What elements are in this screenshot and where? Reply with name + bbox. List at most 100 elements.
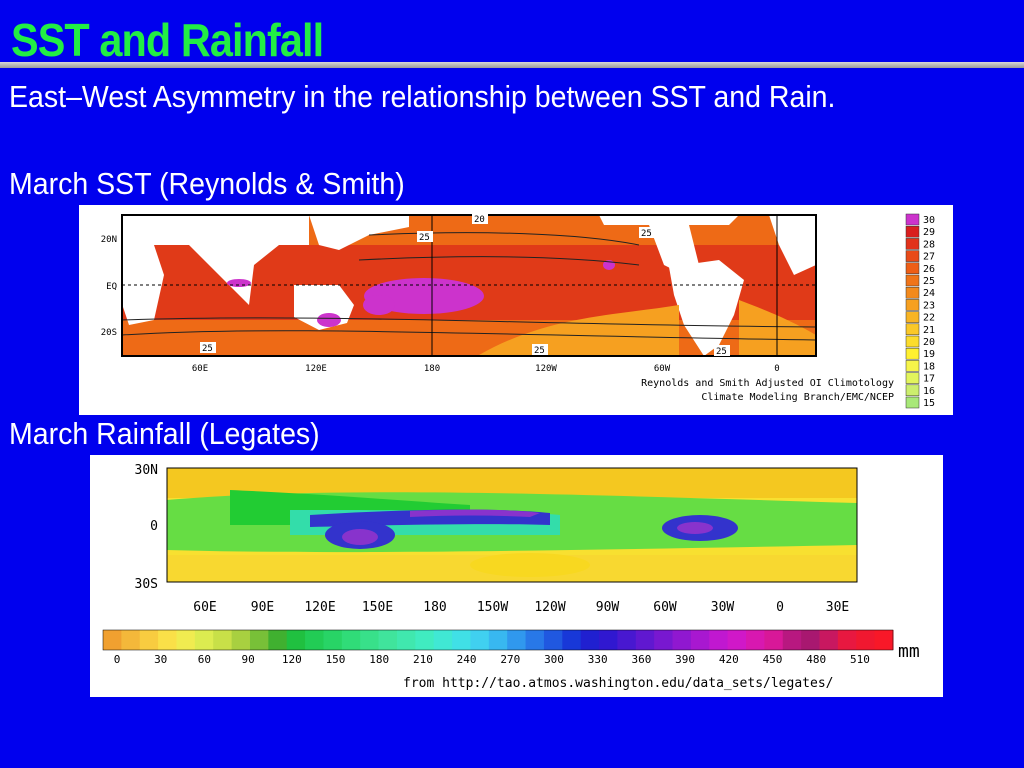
- rain-scale-swatch: [562, 630, 582, 650]
- sst-credit-1: Reynolds and Smith Adjusted OI Climotolo…: [641, 378, 894, 389]
- rain-dry-southeast-pacific: [470, 553, 590, 577]
- sst-legend-swatch: [905, 360, 920, 372]
- contour-label: 25: [716, 347, 727, 357]
- sst-lon-label: 120W: [535, 364, 557, 374]
- contour-label: 20: [474, 215, 485, 225]
- sst-legend-label: 21: [923, 325, 935, 336]
- contour-label: 25: [534, 346, 545, 356]
- rain-credit: from http://tao.atmos.washington.edu/dat…: [403, 676, 833, 691]
- rain-scale-label: 450: [763, 653, 783, 666]
- rain-scale-swatch: [103, 630, 122, 650]
- sst-lat-label: 20N: [101, 235, 117, 245]
- contour-label: 25: [202, 344, 213, 354]
- rain-scale-swatch: [782, 630, 802, 650]
- contour-line: [121, 330, 817, 341]
- rain-scale-swatch: [727, 630, 747, 650]
- sst-legend-label: 30: [923, 215, 935, 226]
- sst-legend-label: 29: [923, 227, 935, 238]
- china-land: [309, 215, 409, 250]
- rain-scale-swatch: [305, 630, 324, 650]
- rain-scale-swatch: [801, 630, 821, 650]
- rain-lon-label: 150E: [362, 600, 393, 615]
- rain-amazon-purple: [677, 522, 713, 534]
- sst-legend-swatch: [905, 299, 920, 311]
- rain-scale-label: 210: [413, 653, 433, 666]
- sst-lat-label: EQ: [106, 282, 117, 292]
- rain-scale-swatch: [378, 630, 398, 650]
- rain-scale-swatch: [819, 630, 839, 650]
- rain-scale-label: 60: [198, 653, 211, 666]
- sst-lat-label: 20S: [101, 328, 117, 338]
- sst-legend-label: 22: [923, 313, 935, 324]
- sst-lon-label: 0: [774, 364, 779, 374]
- rain-scale-swatch: [856, 630, 876, 650]
- contour-line: [121, 317, 817, 328]
- rain-lon-label: 90W: [596, 600, 620, 615]
- rain-scale-label: 390: [675, 653, 695, 666]
- rain-color-scale: [102, 629, 894, 651]
- rain-scale-label: 150: [326, 653, 346, 666]
- contour-label: 25: [419, 233, 430, 243]
- sst-legend-label: 19: [923, 349, 935, 360]
- rain-scale-swatch: [231, 630, 251, 650]
- rain-scale-label: 360: [631, 653, 651, 666]
- india-land: [169, 215, 309, 305]
- rain-scale-swatch: [507, 630, 527, 650]
- rain-map-frame: [166, 467, 858, 583]
- slide-title: SST and Rainfall: [11, 14, 324, 66]
- rain-lon-label: 30E: [826, 600, 849, 615]
- sst-legend-swatch: [905, 250, 920, 262]
- rain-itcz-purple: [410, 509, 540, 517]
- rain-scale-label: 30: [154, 653, 167, 666]
- rain-unit: mm: [898, 641, 920, 662]
- warm-pool-timor: [317, 313, 341, 327]
- rain-map: 30N 0 30S 60E 90E 120E 150E 180 150W 120W 90W 60…: [102, 463, 920, 691]
- rain-lat-label: 0: [150, 519, 158, 534]
- rain-lon-label: 120E: [304, 600, 335, 615]
- contour-label: 25: [641, 229, 652, 239]
- rain-scale-swatch: [396, 630, 416, 650]
- sst-lon-label: 120E: [305, 364, 327, 374]
- rain-scale-swatch: [635, 630, 655, 650]
- rain-map-panel: 30N 0 30S 60E 90E 120E 150E 180 150W 120W 90W 60…: [90, 455, 943, 697]
- sst-legend-label: 20: [923, 337, 935, 348]
- sst-lon-label: 180: [424, 364, 440, 374]
- rain-lon-axis: 60E 90E 120E 150E 180 150W 120W 90W 60W 30W 0 30E: [193, 600, 849, 615]
- rain-scale-swatch: [139, 630, 159, 650]
- rain-scale-swatch: [286, 630, 306, 650]
- rain-scale-swatch: [525, 630, 545, 650]
- rain-lon-label: 120W: [534, 600, 565, 615]
- rain-scale-swatch: [599, 630, 618, 650]
- rain-scale-swatch: [433, 630, 453, 650]
- rain-scale-label: 480: [806, 653, 826, 666]
- sst-map-panel: 20N EQ 20S 60E 120E 180 120W 60W 0 25 20…: [79, 205, 953, 415]
- contour-line: [358, 256, 640, 266]
- sst-legend-swatch: [905, 274, 920, 287]
- rain-spcz-purple: [342, 529, 378, 545]
- rain-scale-label: 300: [544, 653, 564, 666]
- rain-scale-swatch: [452, 630, 471, 650]
- title-divider: [0, 62, 1024, 68]
- rain-scale-swatch: [194, 630, 214, 650]
- rain-scale-frame: [102, 629, 894, 651]
- rain-scale-labels: 0 30 60 90 120 150 180 210 240 270 300 330 360 390 420…: [114, 653, 870, 666]
- sst-legend-swatch: [905, 372, 920, 384]
- rain-lon-label: 60W: [653, 600, 677, 615]
- rain-scale-label: 120: [282, 653, 302, 666]
- south-america-land: [669, 260, 744, 356]
- rain-scale-swatch: [249, 630, 269, 650]
- rain-scale-swatch: [874, 630, 894, 650]
- rain-scale-swatch: [746, 630, 765, 650]
- americas-north-land: [599, 215, 739, 275]
- rain-scale-swatch: [213, 630, 233, 650]
- sst-legend-label: 16: [923, 386, 935, 397]
- rain-scale-swatch: [580, 630, 600, 650]
- sst-legend-swatch: [905, 335, 920, 348]
- sst-legend-swatch: [905, 262, 920, 275]
- rain-heading: March Rainfall (Legates): [9, 416, 320, 451]
- rain-scale-swatch: [415, 630, 435, 650]
- africa-land: [769, 215, 816, 275]
- warm-pool-indian: [227, 279, 251, 287]
- cool-tongue: [479, 305, 679, 356]
- rain-scale-label: 0: [114, 653, 121, 666]
